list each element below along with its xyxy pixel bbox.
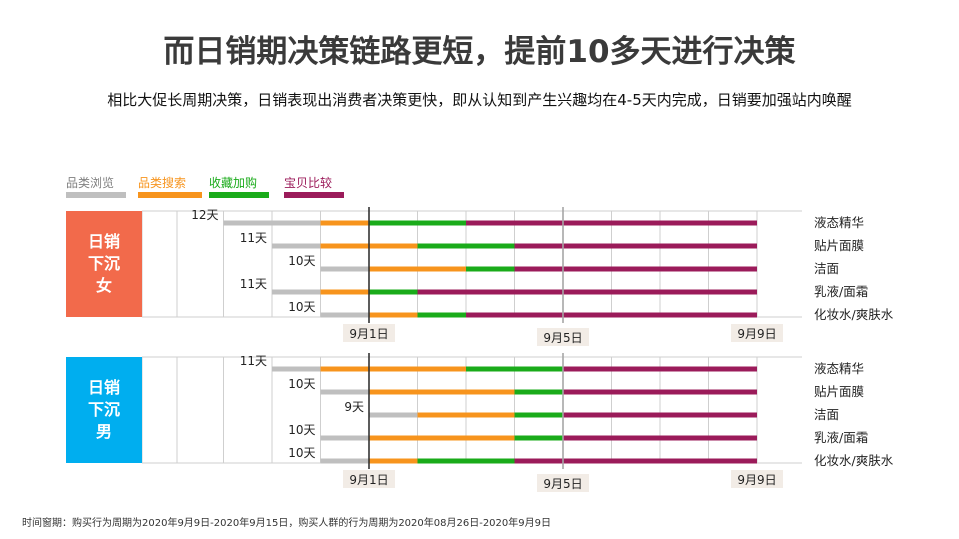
legend-item-collect: 收藏加购 xyxy=(209,176,269,198)
bar-segment-compare xyxy=(563,412,757,418)
page-subtitle: 相比大促长周期决策，日销表现出消费者决策更快，即从认知到产生兴趣均在4-5天内完… xyxy=(107,91,852,109)
bar-segment-browse xyxy=(320,266,369,272)
bar-segment-browse xyxy=(369,412,418,418)
group-tag xyxy=(66,357,142,463)
date-label-box xyxy=(731,324,783,342)
bar-segment-compare xyxy=(514,458,757,464)
date-label-box xyxy=(343,324,395,342)
bar-segment-browse xyxy=(272,243,321,249)
group-tag-label: 男 xyxy=(96,422,112,441)
category-label: 化妆水/爽肤水 xyxy=(814,453,894,468)
bar-segment-browse xyxy=(272,366,321,372)
bar-segment-search xyxy=(320,366,466,372)
bar-segment-compare xyxy=(563,435,757,441)
bar-segment-search xyxy=(369,266,466,272)
bar-segment-search xyxy=(320,220,369,226)
bar-segment-search xyxy=(369,389,515,395)
bar-segment-compare xyxy=(466,220,757,226)
bar-segment-compare xyxy=(417,289,757,295)
bar-segment-collect xyxy=(369,289,418,295)
category-label: 贴片面膜 xyxy=(814,384,864,399)
bar-segment-browse xyxy=(320,389,369,395)
group-tag-label: 女 xyxy=(96,276,112,295)
bar-segment-browse xyxy=(320,312,369,318)
bar-segment-compare xyxy=(514,243,757,249)
bar-segment-compare xyxy=(563,366,757,372)
date-label: 9月9日 xyxy=(737,473,776,487)
bar-segment-collect xyxy=(514,389,563,395)
category-label: 乳液/面霜 xyxy=(814,284,868,299)
legend-label-compare: 宝贝比较 xyxy=(284,176,333,190)
duration-label: 11天 xyxy=(240,277,267,291)
category-label: 乳液/面霜 xyxy=(814,430,868,445)
bar-segment-collect xyxy=(514,412,563,418)
bar-segment-search xyxy=(417,412,515,418)
duration-label: 10天 xyxy=(288,254,315,268)
bar-segment-collect xyxy=(514,435,563,441)
duration-label: 10天 xyxy=(288,423,315,437)
group-tag-label: 下沉 xyxy=(88,254,120,273)
legend-item-browse: 品类浏览 xyxy=(66,176,126,198)
date-label: 9月1日 xyxy=(349,473,388,487)
duration-label: 11天 xyxy=(240,354,267,368)
bar-segment-browse xyxy=(320,435,369,441)
bar-segment-compare xyxy=(563,389,757,395)
bar-segment-browse xyxy=(223,220,321,226)
bar-segment-collect xyxy=(417,312,466,318)
legend-swatch-collect xyxy=(209,192,269,198)
bar-segment-collect xyxy=(369,220,466,226)
duration-label: 10天 xyxy=(288,377,315,391)
legend-item-search: 品类搜索 xyxy=(138,176,202,198)
legend-swatch-compare xyxy=(284,192,344,198)
bar-segment-browse xyxy=(320,458,369,464)
date-label: 9月5日 xyxy=(543,477,582,491)
category-label: 洁面 xyxy=(814,407,839,422)
group-tag-label: 下沉 xyxy=(88,400,120,419)
category-label: 洁面 xyxy=(814,261,839,276)
bar-segment-collect xyxy=(466,266,515,272)
bar-segment-search xyxy=(369,458,418,464)
date-label: 9月9日 xyxy=(737,327,776,341)
duration-label: 10天 xyxy=(288,300,315,314)
footnote: 时间窗期：购买行为周期为2020年9月9日-2020年9月15日，购买人群的行为… xyxy=(22,518,551,529)
duration-label: 12天 xyxy=(191,208,218,222)
duration-label: 11天 xyxy=(240,231,267,245)
legend-item-compare: 宝贝比较 xyxy=(284,176,344,198)
bar-segment-search xyxy=(369,435,515,441)
date-label: 9月5日 xyxy=(543,331,582,345)
bar-segment-collect xyxy=(466,366,563,372)
page-title: 而日销期决策链路更短，提前10多天进行决策 xyxy=(163,34,796,70)
legend-label-search: 品类搜索 xyxy=(138,176,187,190)
date-label: 9月1日 xyxy=(349,327,388,341)
duration-label: 10天 xyxy=(288,446,315,460)
legend-label-browse: 品类浏览 xyxy=(66,176,115,190)
group-tag xyxy=(66,211,142,317)
date-label-box xyxy=(731,470,783,488)
category-label: 化妆水/爽肤水 xyxy=(814,307,894,322)
category-label: 贴片面膜 xyxy=(814,238,864,253)
group-tag-label: 日销 xyxy=(88,232,120,251)
bar-segment-compare xyxy=(466,312,757,318)
category-label: 液态精华 xyxy=(814,215,864,230)
duration-label: 9天 xyxy=(344,400,364,414)
bar-segment-compare xyxy=(514,266,757,272)
legend-label-collect: 收藏加购 xyxy=(209,176,258,190)
bar-segment-search xyxy=(320,289,369,295)
bar-segment-browse xyxy=(272,289,321,295)
bar-segment-collect xyxy=(417,458,515,464)
date-label-box xyxy=(343,470,395,488)
bar-segment-search xyxy=(369,312,418,318)
group-tag-label: 日销 xyxy=(88,378,120,397)
legend-swatch-search xyxy=(138,192,202,198)
category-label: 液态精华 xyxy=(814,361,864,376)
legend-swatch-browse xyxy=(66,192,126,198)
date-label-box xyxy=(537,474,589,492)
bar-segment-collect xyxy=(417,243,515,249)
date-label-box xyxy=(537,328,589,346)
